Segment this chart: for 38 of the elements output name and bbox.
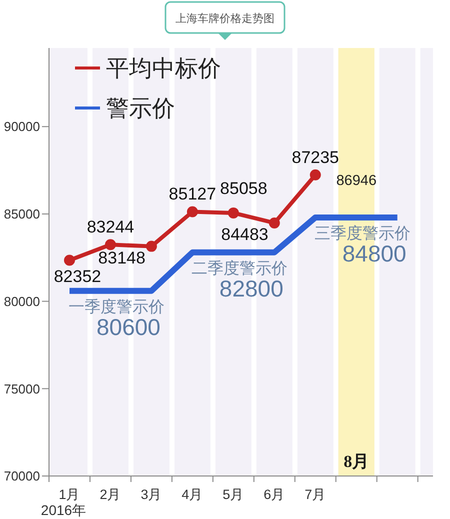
data-label: 83148 — [98, 248, 146, 268]
data-label: 84483 — [221, 224, 268, 244]
annotation: 86946 — [336, 172, 377, 189]
x-tick-label: 7月 — [304, 487, 326, 502]
y-tick-label: 85000 — [4, 206, 40, 222]
data-label: 84800 — [342, 240, 406, 266]
legend-label: 警示价 — [106, 95, 175, 121]
point — [146, 240, 157, 252]
y-tick-label: 90000 — [4, 119, 40, 134]
data-label: 80600 — [96, 314, 160, 340]
point — [64, 254, 75, 266]
annotation: 一季度警示价 — [68, 298, 164, 316]
annotation: 三季度警示价 — [314, 224, 410, 242]
data-label: 85127 — [168, 184, 216, 204]
point — [228, 207, 239, 218]
data-label: 85058 — [220, 178, 268, 198]
x-tick-label: 5月 — [222, 487, 244, 502]
x-axis-title: 2016年 — [40, 502, 86, 518]
x-tick-label: 4月 — [182, 487, 204, 502]
point — [310, 169, 321, 180]
data-label: 82352 — [54, 267, 102, 286]
x-tick-label: 1月 — [58, 487, 80, 502]
annotation: 二季度警示价 — [191, 259, 288, 278]
chart-title: 上海车牌价格走势图 — [176, 12, 274, 25]
point — [268, 217, 280, 228]
x-tick-label: 2月 — [100, 487, 122, 502]
data-label: 87235 — [292, 148, 340, 167]
point — [186, 206, 198, 218]
point — [104, 239, 116, 250]
legend-label: 平均中标价 — [106, 55, 221, 81]
data-label: 82800 — [219, 275, 284, 302]
data-label: 83244 — [86, 218, 134, 237]
x-tick-label: 6月 — [264, 487, 286, 502]
x-tick-label: 3月 — [140, 487, 162, 502]
y-tick-label: 70000 — [4, 468, 40, 484]
y-tick-label: 75000 — [4, 381, 40, 396]
x-tick-label: 8月 — [344, 452, 370, 471]
y-tick-label: 80000 — [4, 294, 40, 309]
